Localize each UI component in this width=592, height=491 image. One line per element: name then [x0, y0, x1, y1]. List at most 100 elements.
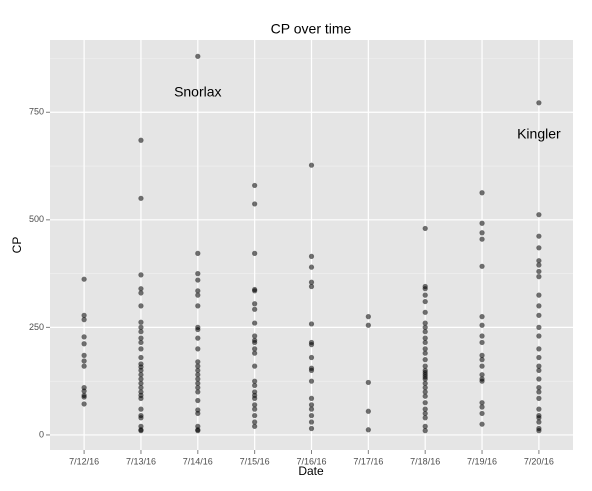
point	[138, 324, 144, 330]
point	[308, 367, 315, 374]
point	[479, 363, 485, 369]
point	[195, 376, 201, 382]
point	[308, 402, 315, 408]
point	[536, 312, 542, 318]
x-tick-label: 7/17/16	[353, 456, 383, 466]
point	[81, 358, 87, 364]
point	[195, 372, 201, 378]
x-axis-title: Date	[298, 464, 324, 478]
point	[365, 379, 371, 386]
point	[195, 410, 201, 417]
point	[536, 395, 542, 401]
point	[138, 286, 144, 292]
point	[138, 372, 144, 378]
point	[536, 274, 542, 280]
point	[536, 346, 542, 352]
point	[252, 402, 258, 408]
point	[479, 421, 485, 427]
point	[138, 367, 144, 374]
point	[422, 400, 428, 406]
point	[138, 303, 144, 309]
point	[138, 137, 144, 143]
point	[252, 288, 258, 294]
point	[195, 303, 201, 309]
point	[422, 309, 428, 315]
point	[252, 333, 258, 339]
point	[536, 324, 542, 330]
point	[138, 329, 144, 335]
point	[536, 268, 542, 275]
point	[138, 415, 144, 421]
point	[81, 363, 87, 369]
point	[195, 428, 201, 434]
point	[195, 346, 201, 352]
point	[536, 303, 542, 309]
point	[422, 380, 428, 386]
point	[422, 363, 428, 369]
point	[422, 292, 428, 298]
point	[252, 182, 258, 189]
point	[81, 317, 87, 323]
point	[252, 346, 258, 352]
point	[422, 346, 428, 352]
y-tick-label: 750	[29, 107, 44, 117]
point	[422, 393, 428, 399]
point	[195, 389, 201, 395]
x-tick-label: 7/14/16	[183, 456, 213, 466]
point	[422, 415, 428, 421]
point	[422, 335, 428, 341]
point	[252, 320, 258, 326]
point	[536, 406, 542, 412]
point	[536, 100, 542, 106]
point	[308, 354, 315, 361]
point	[252, 339, 258, 346]
point	[138, 354, 144, 361]
point	[252, 406, 258, 412]
point	[308, 412, 315, 419]
y-axis-title: CP	[10, 237, 24, 254]
point	[479, 220, 485, 226]
point	[252, 423, 258, 429]
point	[138, 335, 144, 341]
point	[536, 333, 542, 339]
point	[308, 253, 315, 260]
point	[479, 322, 485, 328]
point	[422, 320, 428, 326]
point	[138, 346, 144, 352]
point	[81, 276, 87, 282]
point	[195, 335, 201, 341]
point	[536, 258, 542, 264]
point	[252, 419, 258, 425]
point	[422, 324, 428, 330]
point	[308, 395, 315, 401]
point	[252, 395, 258, 401]
point	[536, 292, 542, 298]
point	[195, 385, 201, 391]
point	[422, 406, 428, 412]
point	[422, 410, 428, 417]
x-tick-label: 7/20/16	[524, 456, 554, 466]
point	[81, 388, 87, 394]
point	[536, 354, 542, 361]
point	[422, 385, 428, 391]
point	[422, 339, 428, 346]
point	[479, 357, 485, 363]
annotation: Kingler	[517, 125, 561, 141]
point	[479, 314, 485, 320]
x-tick-label: 7/15/16	[240, 456, 270, 466]
point	[365, 427, 371, 433]
point	[422, 286, 428, 292]
point	[479, 410, 485, 417]
point	[479, 230, 485, 236]
point	[138, 195, 144, 201]
point	[195, 363, 201, 369]
point	[81, 334, 87, 340]
point	[536, 415, 542, 421]
point	[252, 363, 258, 369]
point	[195, 271, 201, 277]
point	[252, 306, 258, 312]
point	[479, 372, 485, 378]
point	[138, 319, 144, 325]
point	[536, 233, 542, 239]
point	[81, 401, 87, 407]
